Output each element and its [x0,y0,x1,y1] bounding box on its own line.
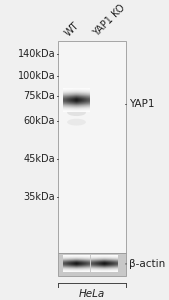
Text: YAP1: YAP1 [126,100,155,110]
Text: β-actin: β-actin [126,259,166,269]
Text: 35kDa: 35kDa [23,192,55,202]
Text: 100kDa: 100kDa [17,71,55,81]
Text: YAP1 KO: YAP1 KO [92,2,127,38]
Text: HeLa: HeLa [79,289,105,299]
Text: WT: WT [63,20,81,38]
Ellipse shape [67,119,86,125]
Text: 75kDa: 75kDa [23,91,55,101]
Ellipse shape [67,109,86,116]
Text: 60kDa: 60kDa [24,116,55,126]
Text: 140kDa: 140kDa [17,49,55,59]
Bar [58,41,126,253]
Bar [58,253,126,276]
Text: 45kDa: 45kDa [23,154,55,164]
